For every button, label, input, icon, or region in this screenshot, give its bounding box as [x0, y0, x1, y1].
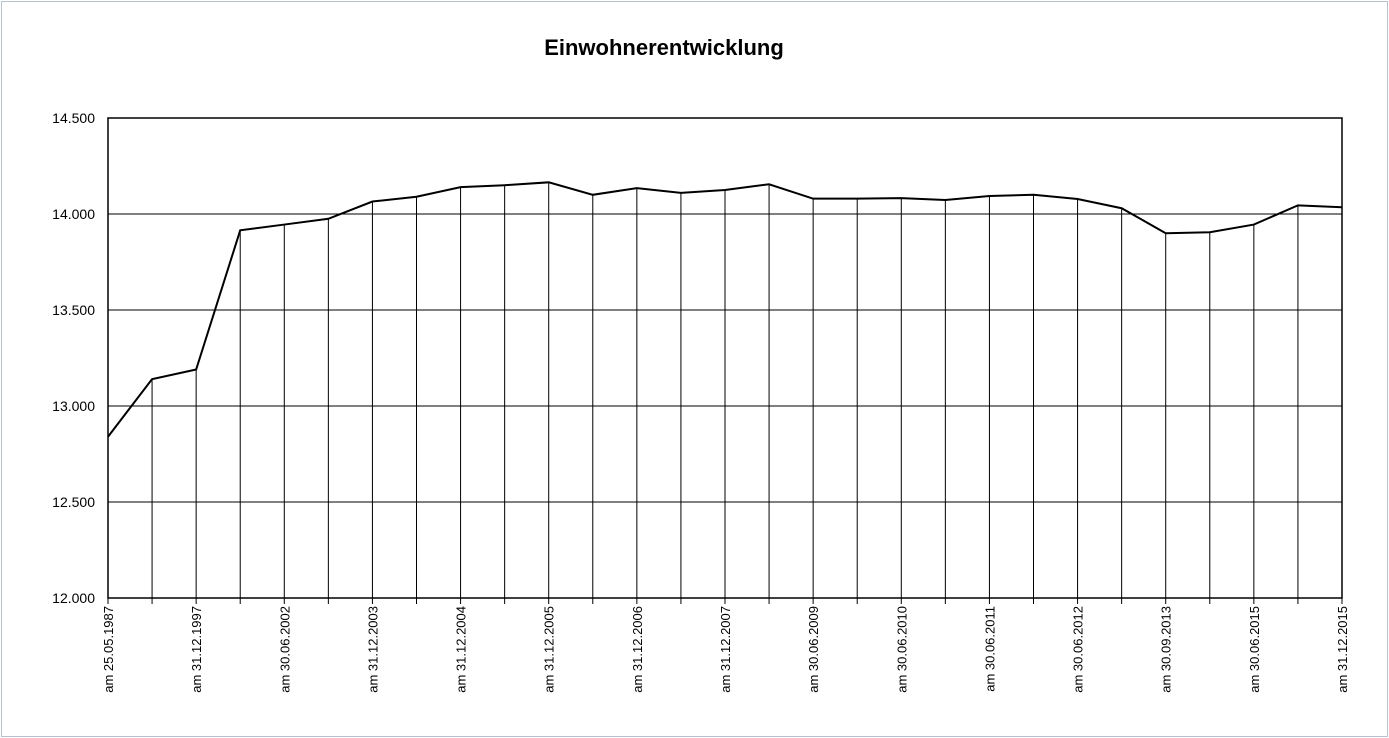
x-tick-label: am 30.06.2012	[1071, 606, 1086, 693]
y-tick-label: 13.000	[52, 398, 95, 414]
line	[107, 181, 1343, 438]
x-tick-label: am 31.12.2015	[1335, 606, 1350, 693]
x-tick-label: am 31.12.2005	[542, 606, 557, 693]
x-tick-label: am 30.06.2010	[894, 606, 909, 693]
x-tick-label: am 31.12.2004	[454, 606, 469, 693]
x-tick-label: am 30.09.2013	[1159, 606, 1174, 693]
y-tick-label: 12.500	[52, 494, 95, 510]
x-tick-label: am 31.12.2007	[718, 606, 733, 693]
x-tick-label: am 31.12.1997	[189, 606, 204, 693]
x-tick-label: am 25.05.1987	[101, 606, 116, 693]
y-tick-label: 12.000	[52, 590, 95, 606]
y-tick-label: 14.000	[52, 206, 95, 222]
y-tick-label: 13.500	[52, 302, 95, 318]
x-tick-label: am 30.06.2009	[806, 606, 821, 693]
x-tick-label: am 31.12.2003	[365, 606, 380, 693]
x-tick-label: am 30.06.2011	[982, 606, 997, 692]
x-tick-label: am 31.12.2006	[630, 606, 645, 693]
y-tick-label: 14.500	[52, 110, 95, 126]
x-tick-label: am 30.06.2015	[1247, 606, 1262, 693]
x-tick-label: am 30.06.2002	[277, 606, 292, 693]
chart-title: Einwohnerentwicklung	[544, 35, 784, 60]
